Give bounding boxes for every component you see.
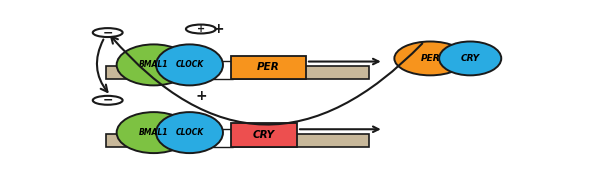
- Circle shape: [93, 28, 122, 37]
- FancyBboxPatch shape: [106, 66, 368, 79]
- FancyArrowPatch shape: [111, 36, 422, 125]
- Text: +: +: [197, 24, 205, 34]
- Text: CLOCK: CLOCK: [175, 60, 203, 69]
- FancyBboxPatch shape: [106, 134, 368, 147]
- Text: CLOCK: CLOCK: [175, 128, 203, 137]
- FancyBboxPatch shape: [232, 123, 297, 147]
- Text: BMAL1: BMAL1: [139, 128, 169, 137]
- Text: −: −: [103, 94, 113, 107]
- Text: PER: PER: [257, 62, 280, 72]
- Text: +: +: [213, 22, 224, 36]
- FancyBboxPatch shape: [214, 129, 233, 147]
- Circle shape: [93, 96, 122, 105]
- Ellipse shape: [156, 112, 223, 153]
- Ellipse shape: [394, 41, 466, 75]
- Ellipse shape: [156, 44, 223, 85]
- FancyArrowPatch shape: [97, 39, 107, 92]
- Text: PER: PER: [421, 54, 440, 63]
- Text: −: −: [103, 26, 113, 39]
- Ellipse shape: [116, 112, 191, 153]
- Text: +: +: [196, 89, 207, 103]
- Text: CRY: CRY: [253, 130, 275, 140]
- Ellipse shape: [439, 41, 501, 75]
- FancyBboxPatch shape: [232, 56, 306, 79]
- Text: BMAL1: BMAL1: [139, 60, 169, 69]
- Text: CRY: CRY: [461, 54, 480, 63]
- FancyBboxPatch shape: [214, 61, 233, 79]
- Ellipse shape: [116, 44, 191, 85]
